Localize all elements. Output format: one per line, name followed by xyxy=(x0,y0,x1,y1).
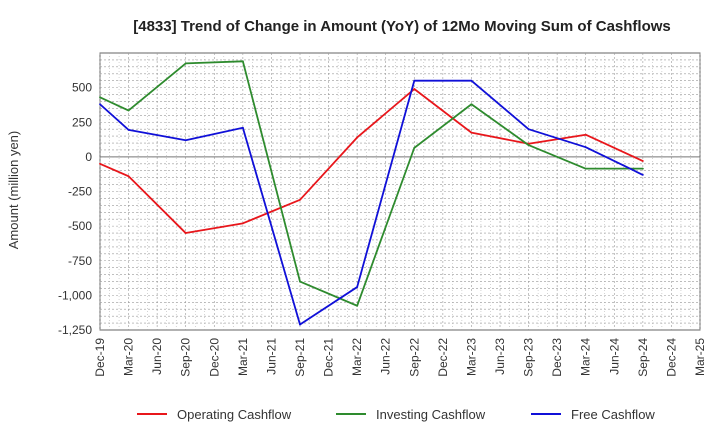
x-tick-label: Dec-20 xyxy=(207,338,221,377)
x-tick-label: Mar-21 xyxy=(236,338,250,376)
x-tick-label: Jun-20 xyxy=(150,338,164,375)
x-tick-label: Dec-22 xyxy=(436,338,450,377)
data-point xyxy=(127,128,130,131)
data-point xyxy=(127,109,130,112)
data-point xyxy=(584,133,587,136)
y-tick-label: -750 xyxy=(68,254,92,268)
y-tick-label: -1,000 xyxy=(58,288,92,302)
data-point xyxy=(527,144,530,147)
y-axis-label: Amount (million yen) xyxy=(6,131,21,250)
x-tick-label: Sep-24 xyxy=(636,338,650,377)
data-point xyxy=(299,280,301,283)
data-point xyxy=(241,60,244,63)
x-tick-label: Mar-25 xyxy=(693,338,707,376)
data-point xyxy=(184,232,187,234)
x-tick-label: Dec-19 xyxy=(93,338,107,377)
data-point xyxy=(641,167,644,170)
data-point xyxy=(184,139,187,142)
data-point xyxy=(584,167,587,170)
data-point xyxy=(356,286,359,288)
x-tick-label: Jun-24 xyxy=(607,338,621,375)
x-tick-label: Sep-21 xyxy=(293,338,307,377)
data-point xyxy=(241,222,244,225)
x-tick-label: Sep-23 xyxy=(522,338,536,377)
data-point xyxy=(99,96,101,99)
y-axis-ticks: -1,250 -1,000 -750 -500 -250 0 250 500 xyxy=(58,81,92,337)
data-point xyxy=(99,103,101,106)
x-tick-label: Jun-23 xyxy=(493,338,507,375)
data-point xyxy=(356,136,359,139)
x-tick-label: Dec-23 xyxy=(550,338,564,377)
x-tick-label: Sep-20 xyxy=(179,338,193,377)
legend-label: Free Cashflow xyxy=(571,407,655,422)
x-tick-label: Dec-21 xyxy=(322,338,336,377)
data-point xyxy=(241,126,244,129)
x-axis-ticks: Dec-19 Mar-20 Jun-20 Sep-20 Dec-20 Mar-21 Jun-… xyxy=(93,338,707,377)
data-point xyxy=(470,79,473,82)
y-tick-label: -250 xyxy=(68,185,92,199)
x-tick-label: Mar-23 xyxy=(464,338,478,376)
chart-title: [4833] Trend of Change in Amount (YoY) o… xyxy=(133,18,671,35)
x-tick-label: Dec-24 xyxy=(664,338,678,377)
y-tick-label: 250 xyxy=(72,115,92,129)
data-point xyxy=(413,79,416,82)
data-point xyxy=(470,131,473,134)
data-point xyxy=(356,304,359,307)
y-tick-label: 0 xyxy=(85,150,92,164)
x-tick-label: Sep-22 xyxy=(407,338,421,377)
grid-lines xyxy=(99,53,701,330)
data-point xyxy=(299,198,301,201)
legend-label: Investing Cashflow xyxy=(376,407,486,422)
series-group xyxy=(99,60,644,326)
data-point xyxy=(641,173,644,176)
x-tick-label: Jun-22 xyxy=(379,338,393,375)
x-tick-label: Mar-20 xyxy=(122,338,136,376)
data-point xyxy=(527,128,530,131)
data-point xyxy=(184,62,187,65)
data-point xyxy=(99,162,101,165)
data-point xyxy=(470,103,473,106)
y-tick-label: -1,250 xyxy=(58,323,92,337)
data-point xyxy=(641,160,644,162)
y-tick-label: -500 xyxy=(68,219,92,233)
legend-label: Operating Cashflow xyxy=(177,407,292,422)
x-tick-label: Jun-21 xyxy=(264,338,278,375)
data-point xyxy=(127,175,130,178)
legend: Operating Cashflow Investing Cashflow Free… xyxy=(137,407,655,422)
x-tick-label: Mar-22 xyxy=(350,338,364,376)
data-point xyxy=(413,88,416,90)
data-point xyxy=(299,323,301,326)
x-tick-label: Mar-24 xyxy=(579,338,593,376)
data-point xyxy=(584,146,587,149)
y-tick-label: 500 xyxy=(72,81,92,95)
data-point xyxy=(413,146,416,149)
